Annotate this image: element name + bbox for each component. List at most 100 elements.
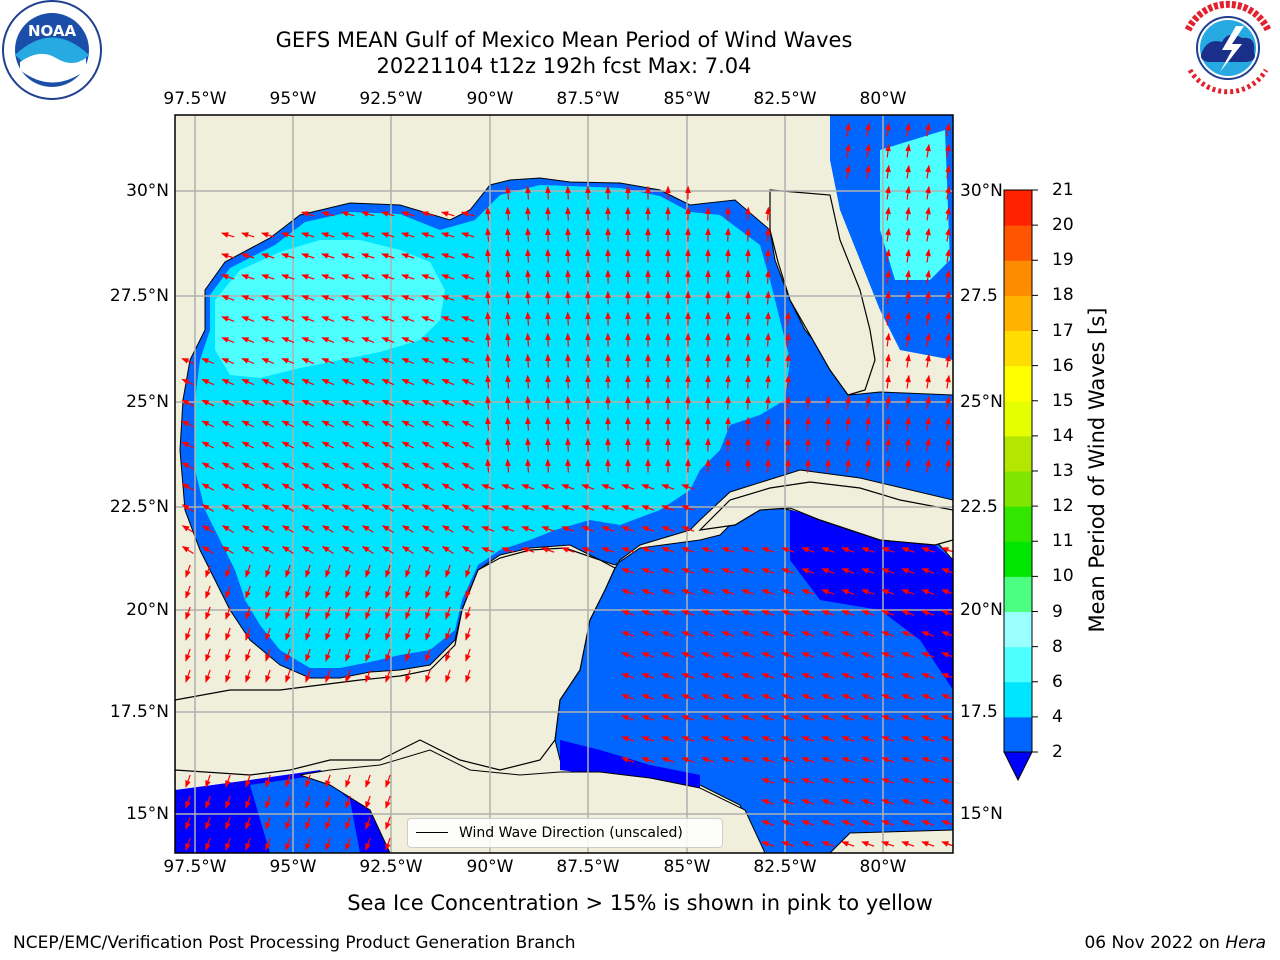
wave-arrow: [725, 416, 731, 431]
wave-arrow: [621, 505, 635, 511]
wave-arrow: [765, 374, 771, 389]
wave-arrow: [545, 416, 551, 431]
colorbar-label: 20: [1052, 215, 1074, 236]
wave-arrow: [901, 673, 915, 679]
run-date: 06 Nov 2022 on Hera: [1084, 933, 1266, 953]
wave-arrow: [901, 820, 915, 826]
wave-arrow: [841, 841, 855, 847]
wave-arrow: [841, 778, 855, 784]
wave-arrow: [325, 774, 331, 788]
wave-arrow: [661, 694, 675, 700]
wave-arrow: [845, 437, 851, 452]
wave-arrow: [545, 248, 551, 263]
lon-tick-bottom: 95°W: [269, 857, 317, 877]
colorbar-swatch: [1004, 506, 1032, 542]
wave-arrow: [185, 795, 191, 809]
wave-arrow: [945, 227, 951, 242]
wave-arrow: [901, 799, 915, 805]
colorbar-under-arrow: [1003, 751, 1033, 782]
wave-arrow: [321, 211, 335, 217]
wave-arrow: [225, 837, 231, 851]
wave-arrow: [841, 568, 855, 574]
wave-arrow: [901, 631, 915, 637]
wave-arrow: [745, 206, 751, 221]
wave-arrow: [761, 589, 775, 595]
wave-arrow: [185, 648, 191, 662]
wave-arrow: [945, 458, 951, 473]
wave-arrow: [661, 673, 675, 679]
wave-arrow: [661, 631, 675, 637]
wave-arrow: [345, 774, 351, 788]
wave-arrow: [441, 545, 454, 555]
wave-arrow: [345, 795, 351, 809]
wave-arrow: [261, 253, 275, 259]
wave-arrow: [581, 526, 595, 532]
wave-arrow: [745, 269, 751, 284]
wave-arrow: [905, 185, 911, 200]
lon-tick-top: 80°W: [859, 89, 907, 109]
wave-arrow: [421, 504, 434, 512]
wave-arrow: [281, 316, 295, 322]
wave-arrow: [421, 211, 435, 217]
wave-arrow: [405, 648, 411, 662]
wave-arrow: [765, 311, 771, 326]
wave-arrow: [261, 232, 275, 238]
wave-arrow: [505, 395, 511, 410]
wave-arrow: [205, 627, 211, 641]
wave-arrow: [741, 610, 755, 616]
wave-arrow: [521, 547, 535, 553]
wave-arrow: [441, 232, 455, 238]
wave-arrow: [485, 437, 491, 452]
wave-arrow: [841, 673, 855, 679]
wave-arrow: [805, 416, 811, 431]
wave-arrow: [285, 648, 291, 662]
wave-arrow: [401, 337, 415, 343]
noaa-logo-text: NOAA: [28, 22, 77, 40]
wave-arrow: [261, 399, 275, 407]
wave-arrow: [845, 164, 851, 179]
wave-arrow: [921, 547, 935, 553]
wave-arrow: [885, 458, 891, 473]
wave-arrow: [261, 462, 274, 470]
wave-arrow: [681, 694, 695, 700]
wave-arrow: [205, 795, 211, 809]
wave-arrow: [905, 458, 911, 473]
wave-arrow: [245, 564, 251, 578]
wave-arrow: [241, 441, 255, 449]
wave-arrow: [341, 253, 355, 259]
wave-arrow: [221, 420, 235, 428]
wave-arrow: [861, 841, 875, 847]
wave-arrow: [261, 357, 275, 365]
wave-arrow: [941, 820, 953, 826]
wave-arrow: [925, 353, 931, 368]
wave-arrow: [485, 227, 491, 242]
wave-arrow: [341, 378, 355, 386]
lat-tick-right: 22.5: [960, 497, 998, 517]
wave-arrow: [621, 736, 635, 742]
wave-arrow: [525, 269, 531, 284]
wave-arrow: [925, 332, 931, 347]
wave-arrow: [221, 399, 235, 407]
wave-arrow: [681, 484, 695, 490]
wave-arrow: [621, 547, 635, 553]
colorbar-label: 14: [1052, 425, 1074, 446]
wave-arrow: [885, 416, 891, 431]
wave-arrow: [725, 248, 731, 263]
wave-arrow: [581, 505, 595, 511]
wave-arrow: [285, 816, 291, 830]
wave-arrow: [321, 483, 334, 491]
wave-arrow: [301, 357, 315, 365]
wave-arrow: [361, 483, 374, 491]
wave-arrow: [385, 774, 391, 788]
colorbar-label: 8: [1052, 636, 1063, 657]
wave-arrow: [525, 332, 531, 347]
wave-arrow: [241, 378, 255, 386]
wave-arrow: [945, 206, 951, 221]
wave-arrow: [821, 568, 835, 574]
wave-arrow: [505, 185, 511, 200]
wave-arrow: [501, 505, 515, 511]
wave-arrow: [841, 547, 855, 553]
wave-arrow: [301, 316, 315, 322]
wave-arrow: [745, 290, 751, 305]
wave-arrow: [725, 458, 731, 473]
